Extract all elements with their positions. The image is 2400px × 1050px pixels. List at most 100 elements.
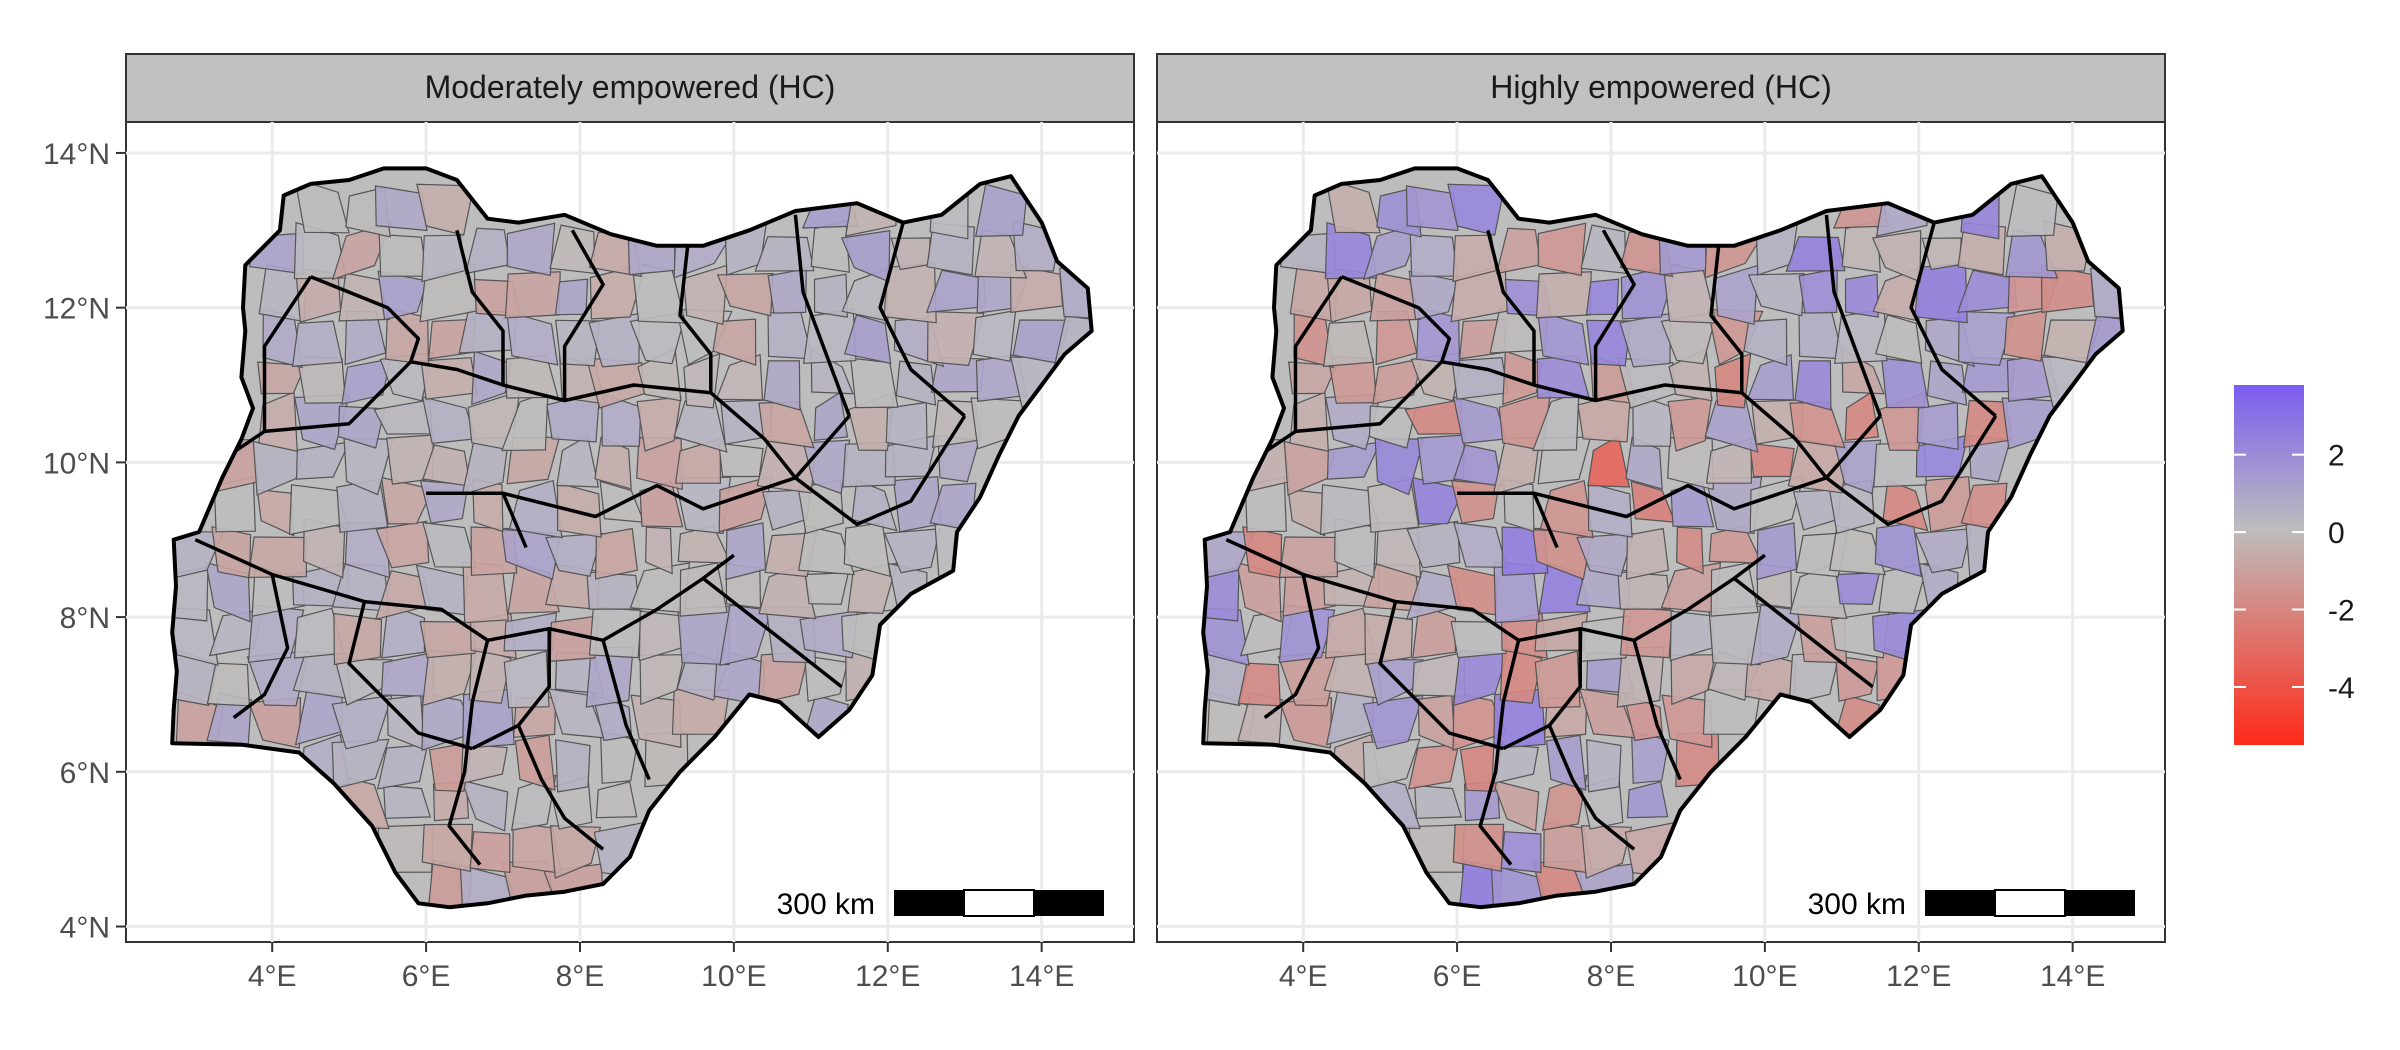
state-boundary — [1478, 639, 1521, 866]
district — [599, 730, 639, 784]
nigeria-map — [170, 166, 1094, 910]
district — [716, 272, 774, 317]
district — [1453, 521, 1508, 568]
state-boundary — [1547, 724, 1636, 851]
district — [892, 476, 942, 533]
district — [211, 525, 252, 579]
district — [1409, 233, 1459, 277]
district — [422, 444, 472, 488]
state-boundary — [1295, 360, 1742, 434]
district — [586, 571, 641, 610]
x-tick-label: 12°E — [855, 960, 920, 993]
legend-ticks: 2 0 -2 -4 — [2234, 440, 2355, 705]
district — [813, 273, 848, 318]
district — [1871, 229, 1922, 283]
district — [594, 527, 639, 580]
y-tick-label: 14°N — [43, 138, 110, 171]
scale-bar-segment — [963, 889, 1035, 917]
district — [1844, 273, 1879, 318]
state-boundary — [1248, 275, 1344, 464]
district — [1660, 562, 1722, 614]
state-boundary — [1909, 222, 1997, 418]
state-boundaries — [194, 214, 967, 866]
district — [1746, 353, 1795, 401]
district — [1675, 526, 1704, 575]
scale-bar-segment — [894, 890, 964, 916]
district — [333, 612, 383, 666]
district — [890, 237, 931, 271]
district — [885, 401, 928, 451]
state-boundary — [194, 538, 735, 643]
district — [549, 224, 596, 274]
x-tick-label: 6°E — [1433, 960, 1482, 993]
district — [1537, 222, 1587, 277]
district — [247, 536, 308, 579]
district — [1453, 444, 1503, 488]
district — [1536, 310, 1590, 366]
scale-bar-segment — [1034, 890, 1104, 916]
panel-high: Highly empowered (HC) 300 km 4°E 6°E 8°E 10… — [1156, 53, 2166, 993]
state-boundary — [1378, 601, 1504, 751]
district — [378, 233, 428, 277]
district — [1626, 781, 1669, 819]
district — [715, 353, 764, 401]
district — [1794, 360, 1832, 411]
district — [555, 739, 591, 793]
state-boundary — [1709, 245, 1744, 393]
district — [1203, 607, 1250, 667]
district — [421, 692, 477, 752]
state-boundary — [793, 214, 851, 417]
state-boundary — [1486, 229, 1536, 385]
district — [1926, 360, 1968, 406]
x-axis: 4°E 6°E 8°E 10°E 12°E 14°E — [248, 942, 1074, 993]
scale-bar-segment — [1925, 890, 1995, 916]
district — [763, 360, 801, 411]
district — [1756, 522, 1798, 581]
district — [585, 357, 646, 409]
district — [460, 779, 509, 832]
state-boundary — [426, 491, 528, 549]
legend-tick-label: -2 — [2328, 595, 2355, 628]
district — [1916, 401, 1959, 451]
x-tick-label: 4°E — [248, 960, 297, 993]
scale-bar-label: 300 km — [777, 888, 875, 921]
district — [644, 526, 673, 575]
y-tick-label: 10°N — [43, 447, 110, 480]
district — [595, 781, 638, 819]
district — [468, 646, 512, 704]
district — [1874, 314, 1923, 365]
district — [334, 658, 393, 706]
district — [510, 774, 557, 831]
x-tick-label: 6°E — [402, 960, 451, 993]
district — [1237, 662, 1281, 707]
legend-tick-label: 2 — [2328, 440, 2345, 473]
state-boundary — [1824, 214, 1882, 417]
district — [725, 522, 767, 581]
district — [712, 318, 757, 366]
district — [1835, 572, 1881, 606]
district — [1617, 571, 1672, 610]
district — [1587, 482, 1633, 538]
scale-bar-segment — [2065, 890, 2135, 916]
district — [926, 310, 985, 366]
district — [508, 479, 563, 539]
district — [1914, 262, 1968, 324]
district — [375, 520, 430, 569]
state-boundary — [1225, 538, 1766, 643]
district — [1324, 221, 1378, 280]
state-boundary — [562, 229, 605, 401]
district — [1499, 646, 1543, 704]
district — [293, 607, 345, 659]
district — [1412, 603, 1456, 659]
district — [1585, 278, 1620, 316]
district — [460, 743, 508, 785]
state-boundary — [264, 360, 711, 434]
district — [1539, 479, 1594, 539]
state-boundary — [678, 245, 713, 393]
district — [843, 314, 892, 365]
district — [556, 482, 602, 538]
state-boundary — [878, 222, 966, 418]
district — [248, 697, 302, 749]
panel-title: Highly empowered (HC) — [1490, 69, 1831, 105]
district — [1364, 612, 1414, 666]
